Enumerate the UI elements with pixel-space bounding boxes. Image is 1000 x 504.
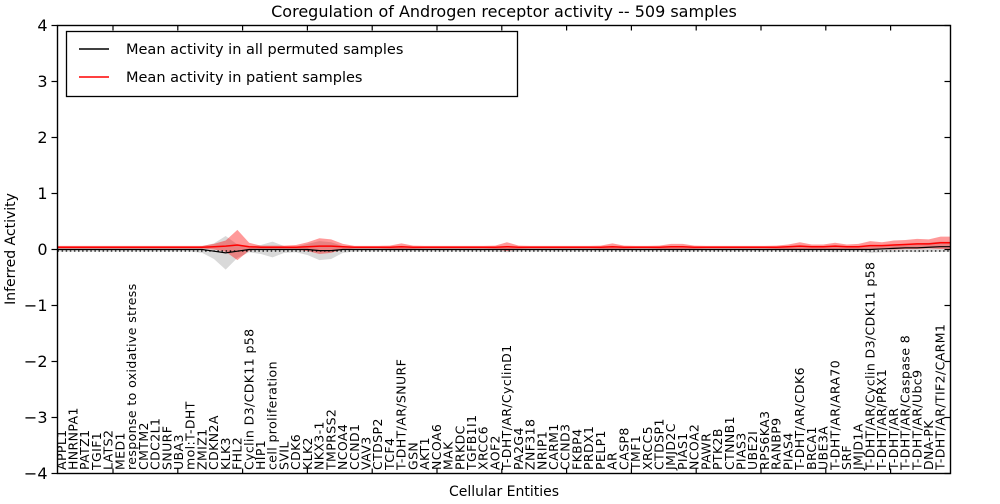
entity-tick-label: Cyclin D3/CDK11 p58	[241, 329, 256, 471]
entity-tick-label: BRCA1	[804, 426, 819, 470]
entity-tick-label: NCOA6	[429, 424, 444, 470]
entity-tick-label: XRCC6	[476, 426, 491, 470]
entity-tick-label: UBA3	[171, 434, 186, 470]
entity-tick-label: PATZ1	[77, 430, 92, 470]
y-tick-label: 2	[37, 128, 47, 147]
entity-tick-label: CASP8	[616, 427, 631, 470]
y-tick-label: −2	[24, 352, 48, 371]
entity-tick-label: SVIL	[276, 441, 291, 470]
patient-samples-band	[57, 229, 951, 261]
y-tick-label: −3	[24, 408, 48, 427]
entity-tick-label: CDK6	[288, 434, 303, 470]
y-axis-label: Inferred Activity	[3, 193, 19, 305]
entity-tick-label: UBE2I	[745, 431, 760, 470]
entity-tick-label: VAV3	[358, 436, 373, 470]
entity-tick-label: T-DHT/AR/CDK6	[792, 367, 807, 471]
patient-samples-mean-line	[57, 242, 951, 249]
entity-tick-label: cell proliferation	[265, 361, 280, 470]
entity-tick-label: ZMIZ1	[194, 428, 209, 470]
entity-tick-label: FKBP4	[569, 429, 584, 470]
entity-tick-label: PTK2B	[710, 428, 725, 470]
entity-tick-label: TGFB1I1	[464, 415, 479, 471]
entity-tick-label: RPS6KA3	[757, 411, 772, 470]
entity-tick-label: GSN	[405, 442, 420, 470]
plot-area: −4 −3 −2 −1 0 1 2 3 4 APPL1HNRNPA1PATZ1TGIF1LATS2…	[24, 16, 952, 483]
entity-tick-label: CARM1	[546, 423, 561, 470]
entity-tick-label: PAWR	[698, 433, 713, 470]
entity-tick-label: JMJD2C	[663, 423, 678, 471]
legend: Mean activity in all permuted samples Me…	[65, 30, 519, 98]
chart-title: Coregulation of Androgen receptor activi…	[271, 2, 737, 21]
permuted-samples-mean-line	[57, 246, 951, 254]
entity-tick-label: CTNNB1	[722, 416, 737, 470]
entity-tick-label: TMF1	[628, 435, 643, 471]
entity-tick-label: APPL1	[54, 429, 69, 470]
legend-label-permuted-samples: Mean activity in all permuted samples	[126, 42, 403, 58]
entity-tick-label: NKX3-1	[312, 421, 327, 470]
entity-tick-label: mol:T-DHT	[183, 401, 198, 470]
entity-tick-label: T-DHT/AR/PRX1	[874, 369, 889, 471]
entity-tick-label: T-DHT/AR/CyclinD1	[499, 344, 514, 471]
entity-tick-label: T-DHT/AR/Ubc9	[909, 370, 924, 471]
y-tick-label: −4	[24, 464, 48, 483]
entity-tick-label: PRKDC	[452, 425, 467, 470]
entity-tick-label: MED1	[112, 432, 127, 470]
entity-tick-label: KLK2	[300, 437, 315, 470]
entity-tick-label: CTDSP1	[651, 418, 666, 470]
entity-tick-label: TMPRSS2	[323, 409, 338, 471]
entity-tick-label: RANBP9	[769, 417, 784, 470]
legend-box	[65, 30, 519, 98]
entity-tick-label: TCF4	[382, 438, 397, 471]
entity-tick-label: NCOA4	[335, 424, 350, 470]
entity-tick-label: PELP1	[593, 430, 608, 470]
entity-tick-label: T-DHT/AR/SNURF	[394, 359, 409, 471]
y-tick-label: 4	[37, 16, 47, 35]
entity-tick-label: T-DHT/AR/Cyclin D3/CDK11 p58	[862, 262, 877, 471]
entity-tick-label: T-DHT/AR/ARA70	[827, 360, 842, 471]
entity-tick-label: XRCC5	[640, 426, 655, 470]
entity-tick-label: response to oxidative stress	[124, 283, 139, 470]
entity-tick-label: T-DHT/AR/TIF2/CARM1	[933, 324, 948, 471]
entity-tick-label: T-DHT/AR/Caspase 8	[898, 335, 913, 471]
x-axis-label: Cellular Entities	[449, 484, 559, 500]
entity-tick-label: LATS2	[101, 430, 116, 470]
entity-tick-label: HIP1	[253, 440, 268, 470]
entity-tick-label: CDC2L1	[148, 418, 163, 470]
y-tick-label: 3	[37, 72, 47, 91]
entity-tick-label: AOF2	[487, 435, 502, 470]
entity-tick-label: AR	[605, 452, 620, 470]
entity-tick-label: SRF	[839, 445, 854, 470]
entity-tick-label: FHL2	[230, 437, 245, 470]
entity-tick-label: DNA-PK	[921, 420, 936, 470]
legend-label-patient-samples: Mean activity in patient samples	[126, 70, 362, 86]
entity-tick-label: PIAS4	[780, 432, 795, 470]
permuted-samples-band	[57, 236, 951, 270]
entity-tick-label: CMTM2	[136, 422, 151, 470]
entity-tick-label: NRIP1	[534, 431, 549, 470]
y-tick-label: 1	[37, 184, 47, 203]
entity-tick-label: AKT1	[417, 437, 432, 470]
entity-tick-label: CCND1	[347, 424, 362, 470]
entity-tick-label: PA2G4	[511, 427, 526, 470]
entity-tick-label: CTDSP2	[370, 418, 385, 470]
entity-tick-label: SNURF	[159, 426, 174, 470]
entity-tick-label: ZNF318	[523, 419, 538, 470]
entity-tick-label: PIAS3	[734, 432, 749, 470]
entity-tick-label: PRDX1	[581, 426, 596, 470]
entity-tick-label: HNRNPA1	[66, 407, 81, 470]
entity-tick-label: KLK3	[218, 437, 233, 470]
entity-tick-label: T-DHT/AR	[886, 408, 901, 471]
entity-tick-label: NCOA2	[687, 424, 702, 470]
entity-tick-label: JMJD1A	[851, 423, 866, 471]
entity-tick-label: CDKN2A	[206, 415, 221, 470]
entity-tick-label: UBE3A	[816, 426, 831, 470]
entity-tick-label: PIAS1	[675, 432, 690, 470]
entity-tick-label: CCND3	[558, 424, 573, 470]
y-tick-label: −1	[24, 296, 48, 315]
entity-tick-label: TGIF1	[89, 432, 104, 471]
y-tick-label: 0	[37, 240, 47, 259]
entity-tick-label: MAK	[441, 441, 456, 470]
